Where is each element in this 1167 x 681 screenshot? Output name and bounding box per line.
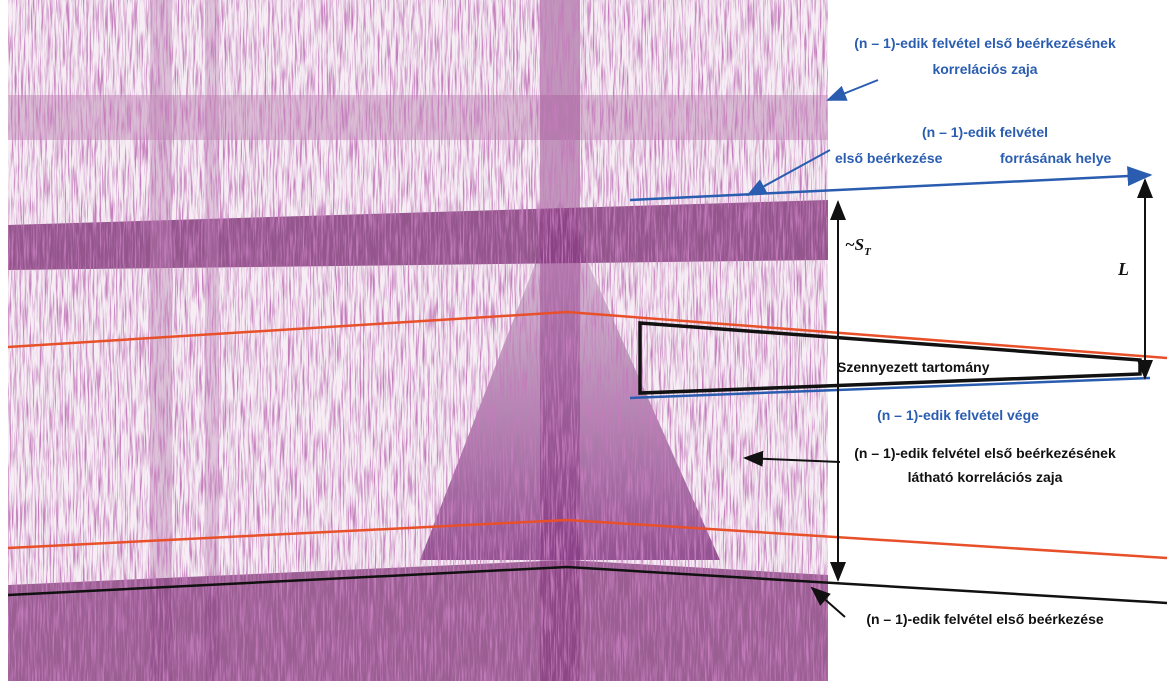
st-subscript: T	[864, 246, 872, 258]
label: (n – 1)-edik felvétel első beérkezésének	[854, 445, 1116, 461]
st-label: ~ST	[845, 235, 872, 258]
label: (n – 1)-edik felvétel vége	[877, 407, 1039, 423]
label: Szennyezett tartomány	[837, 359, 990, 375]
label: (n – 1)-edik felvétel első beérkezése	[866, 611, 1104, 627]
label: látható korrelációs zaja	[908, 469, 1063, 485]
label: korrelációs zaja	[932, 61, 1037, 77]
l-label: L	[1117, 259, 1129, 279]
label: forrásának helye	[1000, 150, 1111, 166]
pointer	[828, 80, 878, 100]
label: első beérkezése	[835, 150, 943, 166]
figure: (n – 1)-edik felvétel első beérkezésének…	[0, 0, 1167, 681]
st-text: ~S	[845, 235, 864, 254]
label: (n – 1)-edik felvétel	[922, 124, 1048, 140]
label: (n – 1)-edik felvétel első beérkezésének	[854, 35, 1116, 51]
